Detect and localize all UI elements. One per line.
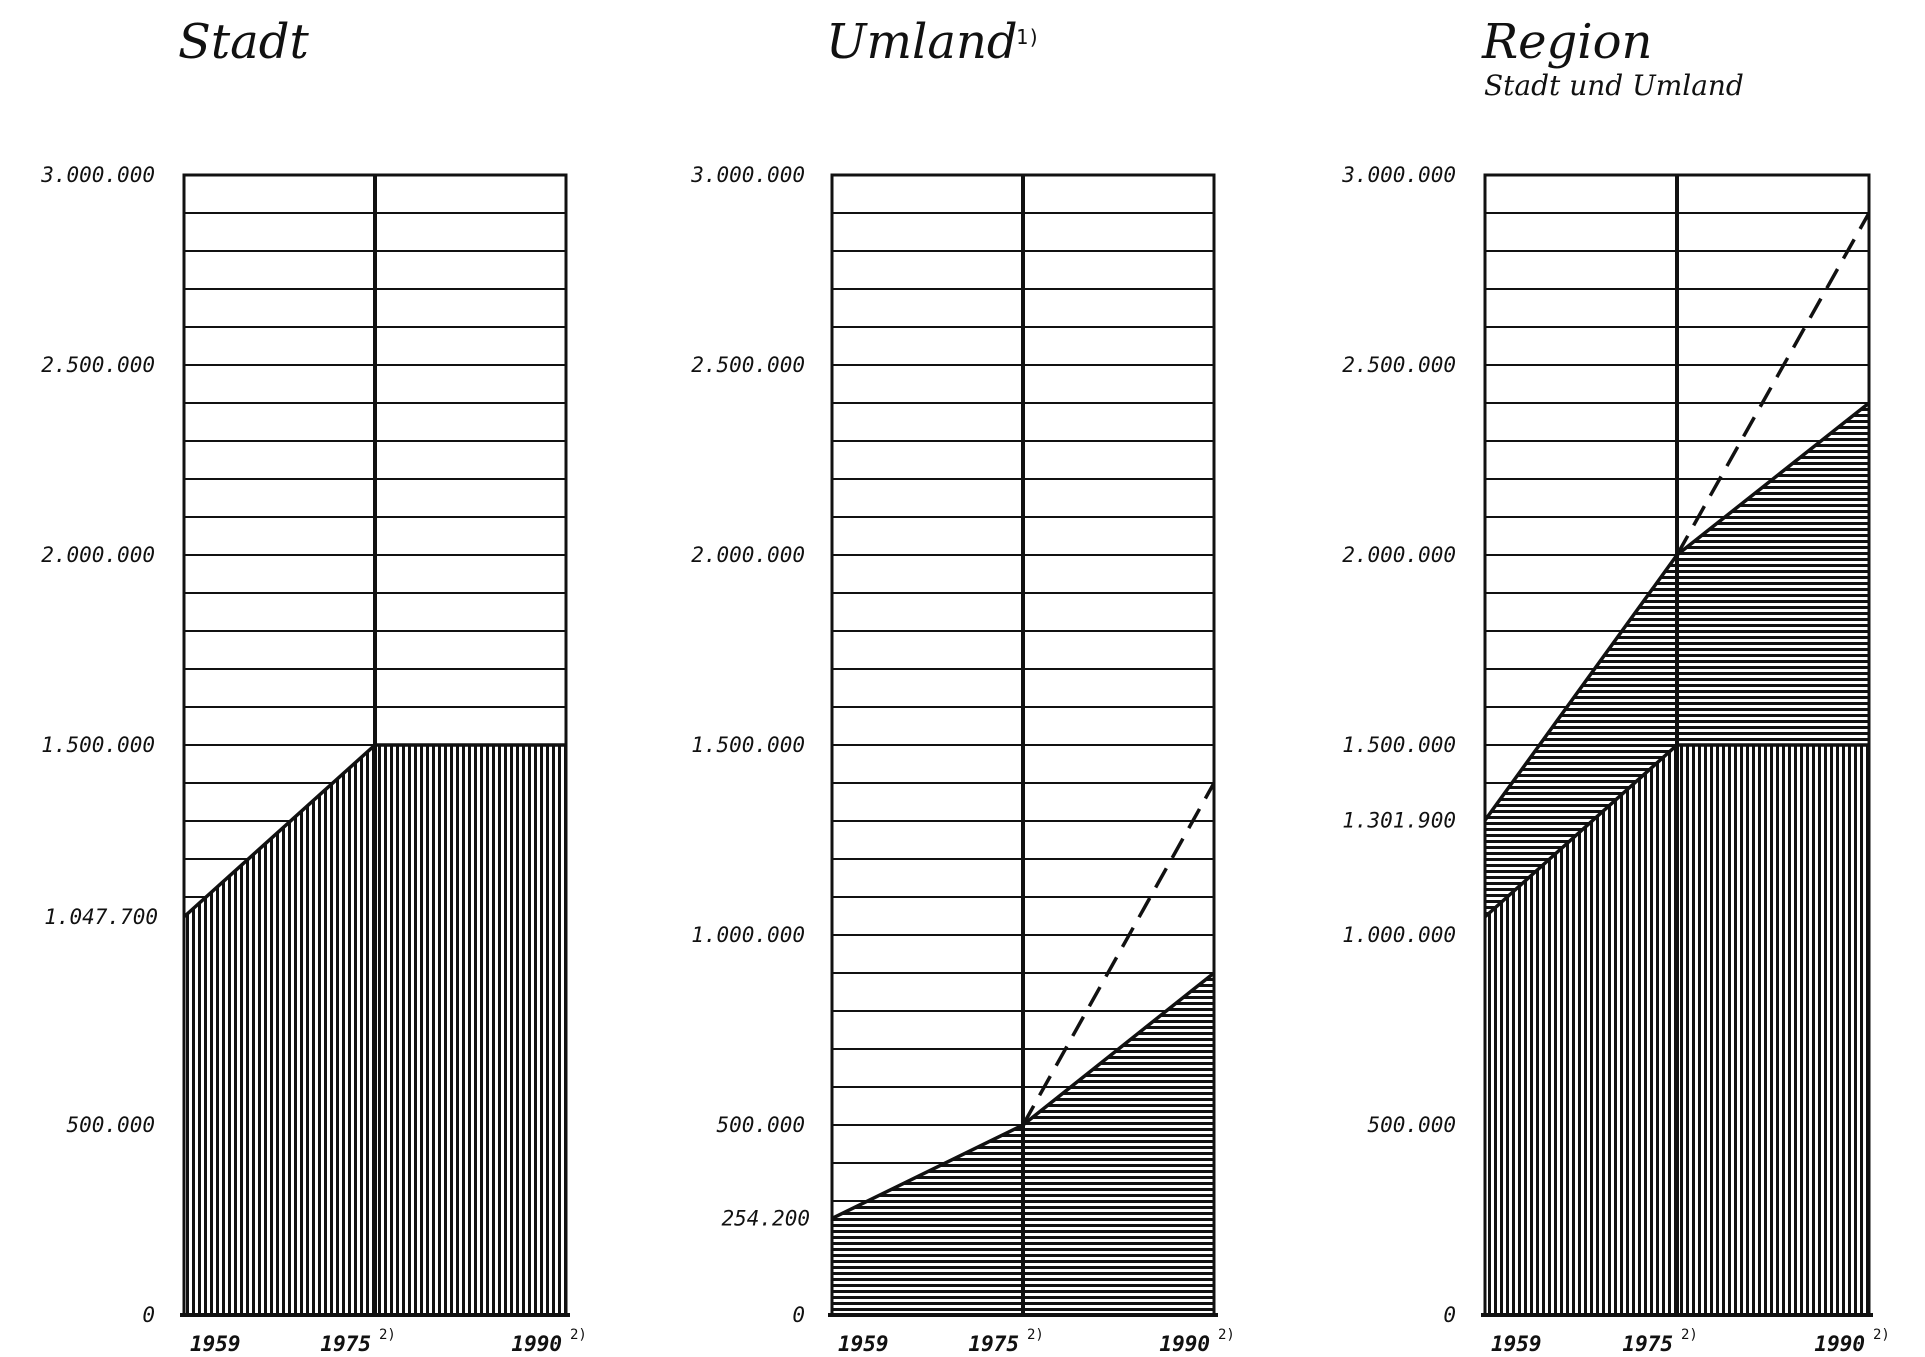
y-tick-label: 2.000.000 [1342,543,1456,567]
x-tick-label: 1975 [1622,1332,1673,1356]
y-tick-label: 1.500.000 [691,733,805,757]
y-tick-label: 0 [792,1303,805,1327]
x-tick-label: 1990 [511,1332,562,1356]
y-tick-label: 0 [142,1303,155,1327]
projection-dashed-line [1675,212,1871,556]
panel-title-note: 1) [1016,25,1040,49]
plot-area-region: 0 500.000 1.000.000 1.500.000 2.000.000 2.500… [1341,163,1890,1356]
y-tick-label: 2.500.000 [691,353,805,377]
plot-area-umland: 0 500.000 1.000.000 1.500.000 2.000.000 2.500… [690,163,1235,1356]
y-tick-label: 500.000 [66,1113,155,1137]
y-tick-label: 3.000.000 [1341,163,1456,187]
panel-subtitle: Stadt und Umland [1484,69,1744,102]
panel-stadt: Stadt 0 500.000 1.500.000 2.000.000 2.500.00… [40,14,587,1356]
x-tick-label: 1990 [1814,1332,1865,1356]
y-tick-label: 500.000 [716,1113,805,1137]
x-tick-footnote: 2) [1681,1327,1698,1343]
y-tick-label: 2.000.000 [691,543,805,567]
panel-title: Umland [826,14,1018,70]
y-tick-label: 1.000.000 [691,923,805,947]
y-tick-label: 2.500.000 [1342,353,1456,377]
x-tick-label: 1975 [968,1332,1019,1356]
x-tick-label: 1959 [838,1332,889,1356]
x-tick-footnote: 2) [379,1327,396,1343]
panel-title: Region [1481,14,1652,70]
panel-region: Region Stadt und Umland 0 500.000 1.000.00… [1341,14,1890,1356]
x-tick-footnote: 2) [1027,1327,1044,1343]
y-tick-label: 1.500.000 [1342,733,1456,757]
x-tick-footnote: 2) [1873,1327,1890,1343]
y-tick-label: 500.000 [1367,1113,1456,1137]
plot-area-stadt: 0 500.000 1.500.000 2.000.000 2.500.000 3.000… [40,163,587,1356]
value-label: 254.200 [721,1206,810,1230]
y-tick-label: 3.000.000 [690,163,805,187]
x-tick-label: 1959 [1491,1332,1542,1356]
y-tick-label: 1.500.000 [41,733,155,757]
value-label: 1.301.900 [1342,808,1456,832]
panel-title: Stadt [178,14,310,70]
y-tick-label: 2.000.000 [41,543,155,567]
value-label: 1.047.700 [44,905,158,929]
y-tick-label: 0 [1443,1303,1456,1327]
y-tick-label: 3.000.000 [40,163,155,187]
x-tick-footnote: 2) [1218,1327,1235,1343]
x-tick-label: 1975 [320,1332,371,1356]
x-tick-footnote: 2) [570,1327,587,1343]
x-tick-label: 1990 [1159,1332,1210,1356]
x-tick-label: 1959 [190,1332,241,1356]
y-tick-label: 1.000.000 [1342,923,1456,947]
panel-umland: Umland 1) 0 500.000 1.000.000 1.500.000 2.00… [690,14,1235,1356]
projection-dashed-line [1021,782,1216,1126]
y-tick-label: 2.500.000 [41,353,155,377]
